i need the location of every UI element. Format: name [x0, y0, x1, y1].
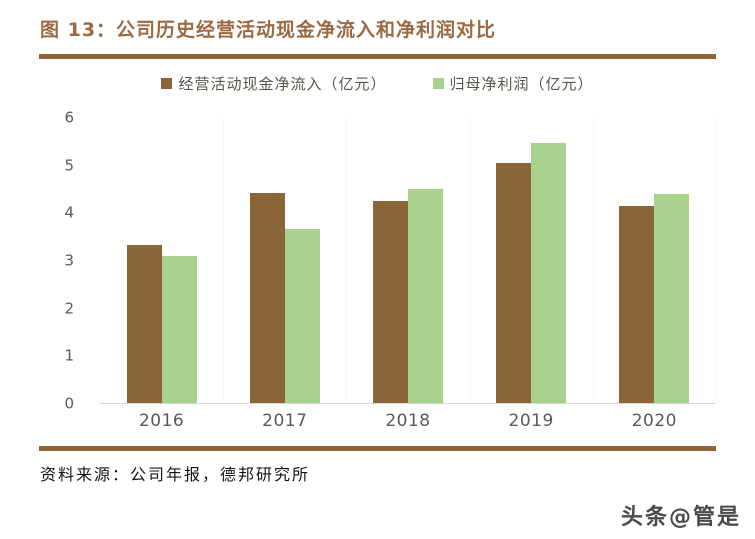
vertical-gridline	[223, 118, 224, 403]
watermark-text: 头条@管是	[620, 505, 741, 530]
legend-label-cashflow: 经营活动现金净流入（亿元）	[178, 75, 387, 93]
legend-swatch-green-icon	[432, 78, 444, 89]
bar	[372, 201, 408, 403]
y-tick-label: 5	[64, 156, 74, 175]
x-tick-label: 2017	[262, 411, 308, 431]
vertical-gridline	[593, 118, 594, 403]
plot-area	[100, 118, 716, 404]
vertical-gridline	[346, 118, 347, 403]
bar-group-2020	[619, 118, 690, 403]
bar	[126, 244, 162, 403]
bar	[161, 255, 197, 403]
title-divider-rule	[39, 54, 716, 59]
x-tick-label: 2018	[385, 411, 431, 431]
bar	[619, 205, 655, 403]
bar	[531, 143, 567, 403]
y-tick-label: 4	[64, 203, 74, 222]
plot-wrap: 2016 2017 2018 2019 2020	[100, 118, 716, 432]
bar-chart: 0 1 2 3 4 5 6 2016 2017 2018 2019 2020	[0, 110, 755, 432]
legend-label-netprofit: 归母净利润（亿元）	[449, 75, 594, 93]
y-tick-label: 3	[64, 251, 74, 270]
vertical-gridline	[470, 118, 471, 403]
footer-divider-rule	[39, 446, 716, 451]
x-tick-label: 2019	[508, 411, 554, 431]
y-axis: 0 1 2 3 4 5 6	[0, 110, 100, 411]
bar-group-2016	[126, 118, 197, 403]
legend-swatch-brown-icon	[161, 78, 173, 89]
x-axis: 2016 2017 2018 2019 2020	[100, 404, 716, 432]
x-tick-label: 2020	[631, 411, 677, 431]
bar	[249, 192, 285, 403]
bar	[496, 163, 532, 403]
bar-group-2018	[372, 118, 443, 403]
y-tick-label: 0	[64, 394, 74, 413]
legend-item-netprofit: 归母净利润（亿元）	[432, 73, 594, 94]
y-tick-label: 6	[64, 108, 74, 127]
bar	[654, 194, 690, 403]
legend-item-cashflow: 经营活动现金净流入（亿元）	[161, 73, 386, 94]
bar-group-2017	[249, 118, 320, 403]
x-tick-label: 2016	[138, 411, 185, 431]
chart-legend: 经营活动现金净流入（亿元） 归母净利润（亿元）	[0, 73, 755, 94]
bar-group-2019	[496, 118, 567, 403]
source-note: 资料来源：公司年报，德邦研究所	[40, 465, 311, 484]
vertical-gridline	[716, 118, 717, 403]
bar	[284, 229, 320, 403]
figure-title: 图 13：公司历史经营活动现金净流入和净利润对比	[40, 19, 497, 41]
bar	[407, 189, 443, 403]
y-tick-label: 2	[64, 299, 74, 318]
y-tick-label: 1	[64, 346, 74, 365]
